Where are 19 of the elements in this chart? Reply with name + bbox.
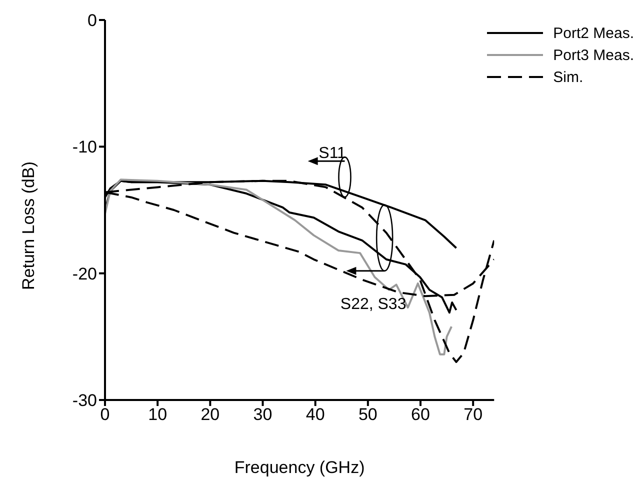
legend-label: Sim.	[553, 68, 584, 86]
legend-label: Port2 Meas.	[553, 24, 634, 42]
x-tick-label: 50	[358, 405, 378, 424]
y-tick-label: -10	[72, 138, 97, 157]
x-tick-label: 70	[464, 405, 483, 424]
y-tick-label: 0	[88, 11, 97, 30]
x-tick-label: 40	[306, 405, 325, 424]
x-tick-label: 60	[411, 405, 430, 424]
y-axis-title: Return Loss (dB)	[19, 162, 38, 290]
y-tick-label: -30	[72, 391, 97, 410]
x-tick-label: 30	[253, 405, 272, 424]
x-tick-label: 20	[200, 405, 220, 424]
annotation: S11	[318, 145, 346, 162]
legend-label: Port3 Meas.	[553, 46, 634, 64]
x-axis-title: Frequency (GHz)	[234, 458, 365, 477]
y-tick-label: -20	[72, 264, 97, 284]
x-tick-label: 0	[100, 405, 110, 424]
x-tick-label: 10	[148, 405, 168, 424]
annotation: S22, S33	[340, 296, 406, 313]
